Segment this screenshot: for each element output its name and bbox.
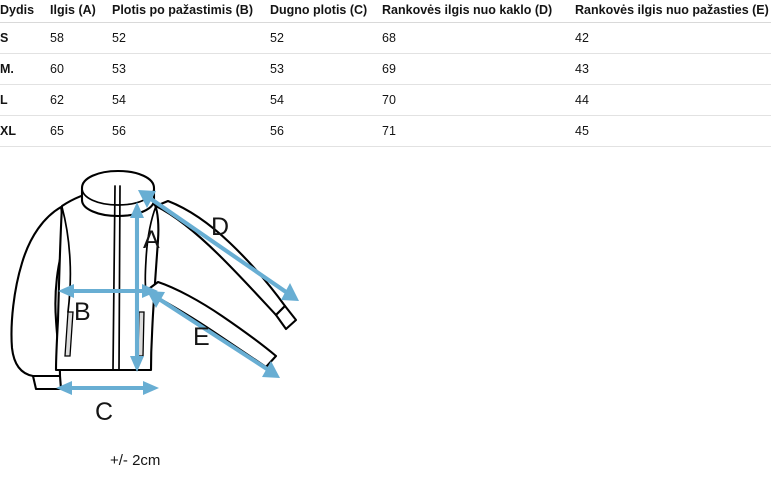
cell-chest-b: 54 — [112, 84, 270, 116]
cell-sleeve-e: 44 — [575, 84, 771, 116]
arrow-e — [147, 291, 280, 378]
arrow-d — [138, 190, 299, 301]
cell-chest-b: 56 — [112, 115, 270, 147]
arrow-a — [130, 202, 144, 372]
cell-length-a: 65 — [50, 115, 112, 147]
cell-length-a: 60 — [50, 53, 112, 85]
sleeve-right-lower — [144, 280, 278, 369]
column-header-sleeve-d: Rankovės ilgis nuo kaklo (D) — [382, 0, 575, 23]
label-d: D — [211, 213, 229, 241]
jacket-outline — [10, 169, 298, 391]
cell-sleeve-e: 42 — [575, 22, 771, 54]
table-row: M. 60 53 53 69 43 — [0, 53, 771, 85]
cell-sleeve-d: 68 — [382, 22, 575, 54]
cell-chest-b: 52 — [112, 22, 270, 54]
column-header-chest-b: Plotis po pažastimis (B) — [112, 0, 270, 23]
table-row: XL 65 56 56 71 45 — [0, 115, 771, 147]
cell-bottom-c: 53 — [270, 53, 382, 85]
cell-bottom-c: 54 — [270, 84, 382, 116]
cell-length-a: 62 — [50, 84, 112, 116]
column-header-sleeve-e: Rankovės ilgis nuo pažasties (E) — [575, 0, 771, 23]
cell-sleeve-d: 69 — [382, 53, 575, 85]
arrow-b — [58, 284, 158, 298]
size-chart-table: Dydis Ilgis (A) Plotis po pažastimis (B)… — [0, 0, 771, 147]
cell-size: M. — [0, 53, 50, 85]
cell-length-a: 58 — [50, 22, 112, 54]
cuff-left — [31, 374, 63, 391]
column-header-length-a: Ilgis (A) — [50, 0, 112, 23]
cell-size: S — [0, 22, 50, 54]
cell-sleeve-d: 71 — [382, 115, 575, 147]
size-chart-container: Dydis Ilgis (A) Plotis po pažastimis (B)… — [0, 0, 771, 147]
column-header-bottom-c: Dugno plotis (C) — [270, 0, 382, 23]
sleeve-left — [10, 205, 68, 378]
label-a: A — [143, 226, 160, 254]
zipper-line-left — [112, 185, 116, 371]
cell-sleeve-d: 70 — [382, 84, 575, 116]
armhole-seam-right — [144, 205, 157, 292]
table-row: L 62 54 54 70 44 — [0, 84, 771, 116]
cell-bottom-c: 56 — [270, 115, 382, 147]
label-b: B — [74, 298, 91, 326]
cell-bottom-c: 52 — [270, 22, 382, 54]
cell-sleeve-e: 43 — [575, 53, 771, 85]
label-e: E — [193, 323, 210, 351]
cell-size: XL — [0, 115, 50, 147]
column-header-size: Dydis — [0, 0, 50, 23]
cell-sleeve-e: 45 — [575, 115, 771, 147]
cell-chest-b: 53 — [112, 53, 270, 85]
measurement-diagram: A B C D E +/- 2cm — [0, 160, 340, 485]
cuff-right — [274, 304, 298, 331]
cell-size: L — [0, 84, 50, 116]
arrow-c — [56, 381, 159, 395]
armhole-seam-left — [61, 206, 72, 313]
pocket-zipper-left — [64, 311, 74, 357]
tolerance-note: +/- 2cm — [110, 452, 160, 469]
label-c: C — [95, 398, 113, 426]
table-row: S 58 52 52 68 42 — [0, 22, 771, 54]
zipper-line-right — [118, 185, 121, 371]
table-header-row: Dydis Ilgis (A) Plotis po pažastimis (B)… — [0, 0, 771, 23]
jacket-illustration: A B C D E +/- 2cm — [10, 169, 299, 469]
